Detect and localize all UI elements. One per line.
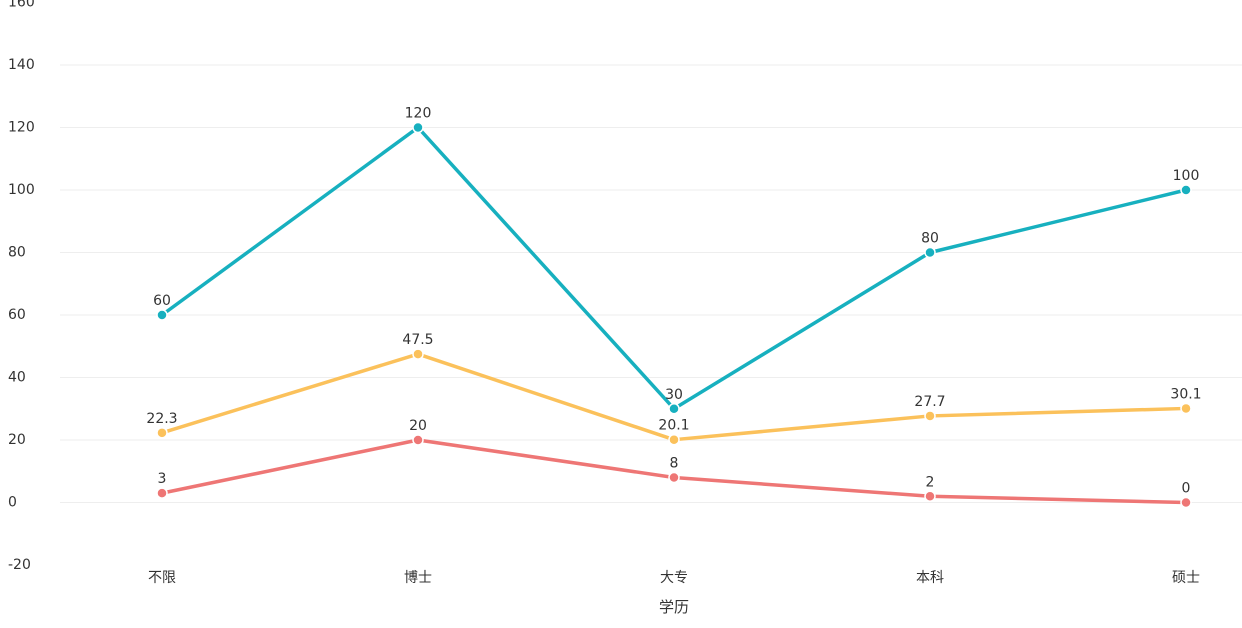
- data-label: 60: [153, 293, 171, 309]
- data-point[interactable]: [668, 403, 680, 415]
- y-tick-label: 0: [8, 495, 17, 511]
- y-tick-label: 160: [8, 0, 35, 11]
- x-tick-label: 博士: [404, 569, 432, 586]
- gridlines: [60, 64, 1242, 503]
- data-label: 20: [409, 418, 427, 434]
- data-point[interactable]: [412, 121, 424, 134]
- x-tick-label: 本科: [916, 570, 944, 586]
- data-label: 3: [158, 471, 167, 487]
- data-point[interactable]: [1180, 184, 1192, 196]
- y-tick-label: -20: [8, 557, 31, 573]
- x-axis-title: 学历: [659, 598, 689, 616]
- y-tick-label: 140: [8, 57, 35, 73]
- data-label: 2: [926, 474, 935, 490]
- data-point[interactable]: [412, 434, 424, 446]
- data-label: 47.5: [402, 332, 433, 348]
- y-tick-label: 60: [8, 307, 26, 323]
- data-point[interactable]: [668, 471, 680, 484]
- data-label: 0: [1182, 481, 1191, 497]
- y-tick-label: 100: [8, 182, 35, 198]
- data-point[interactable]: [924, 410, 936, 422]
- data-point[interactable]: [156, 427, 168, 439]
- data-label: 30: [665, 387, 683, 403]
- y-tick-label: 40: [8, 370, 26, 386]
- series-group: [156, 121, 1192, 509]
- data-label: 30.1: [1170, 386, 1201, 402]
- data-point[interactable]: [1180, 496, 1192, 509]
- x-tick-label: 硕士: [1172, 570, 1200, 586]
- data-label: 100: [1173, 168, 1200, 184]
- series-line-1: [160, 125, 1188, 411]
- data-label: 8: [670, 456, 679, 472]
- y-axis-ticks: -20 0 20 40 60 80 100 120 140 160: [8, 0, 35, 573]
- data-label: 80: [921, 231, 939, 247]
- data-point[interactable]: [412, 348, 424, 360]
- data-label: 120: [405, 106, 432, 122]
- data-label: 27.7: [914, 394, 945, 410]
- data-label: 20.1: [658, 418, 689, 434]
- y-tick-label: 80: [8, 245, 26, 261]
- y-tick-label: 20: [8, 432, 26, 448]
- data-point[interactable]: [924, 246, 936, 259]
- data-label: 22.3: [146, 411, 177, 427]
- y-tick-label: 120: [8, 120, 35, 136]
- data-point[interactable]: [924, 490, 936, 502]
- x-tick-label: 不限: [148, 570, 176, 586]
- data-point[interactable]: [156, 487, 168, 499]
- x-tick-label: 大专: [660, 570, 688, 586]
- data-point[interactable]: [668, 433, 680, 446]
- data-point[interactable]: [156, 309, 168, 321]
- x-axis-ticks: 不限 博士 大专 本科 硕士: [148, 569, 1200, 586]
- data-point[interactable]: [1180, 402, 1192, 415]
